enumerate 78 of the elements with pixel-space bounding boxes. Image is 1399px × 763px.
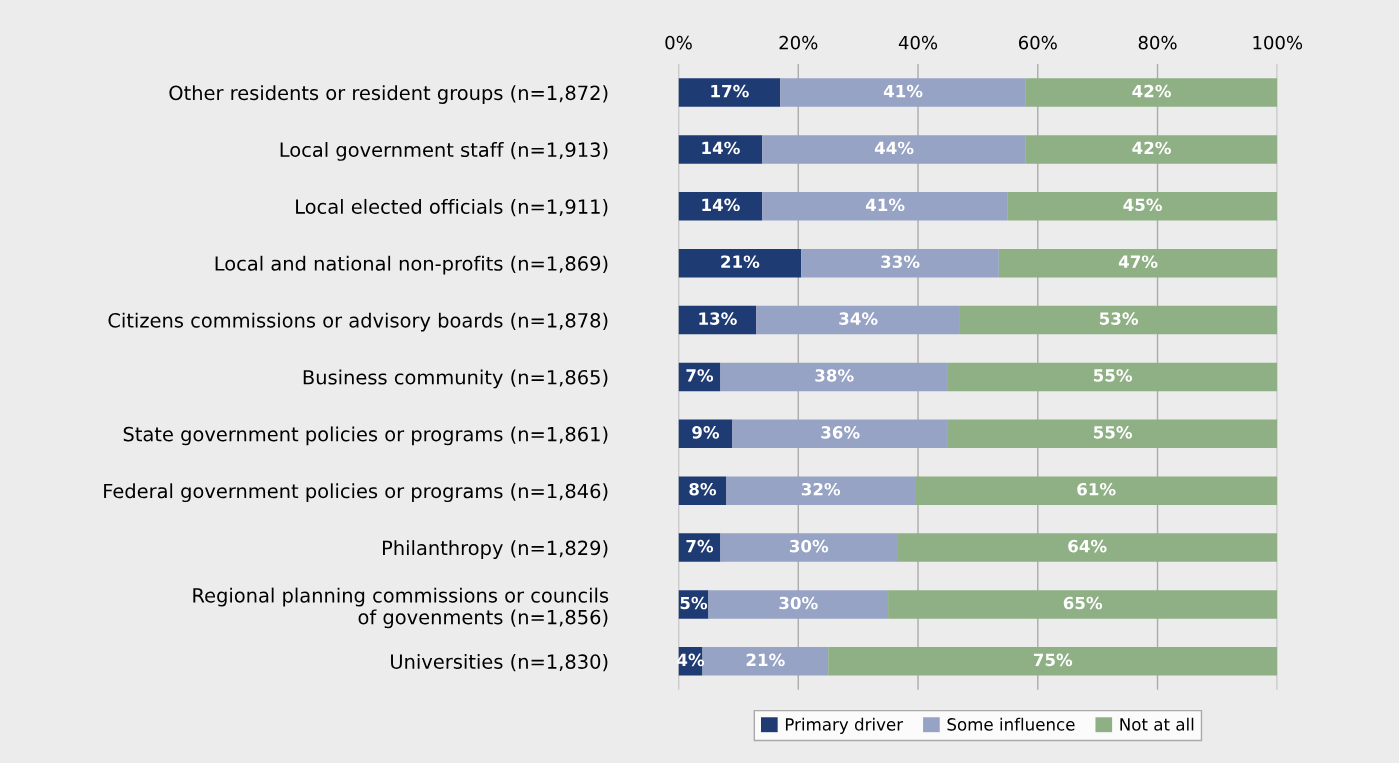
bar xyxy=(947,362,1278,392)
data-label: 8% xyxy=(689,482,717,496)
bar xyxy=(720,533,898,562)
data-label: 65% xyxy=(1063,596,1103,610)
bar xyxy=(959,305,1278,335)
bar xyxy=(1025,135,1278,164)
data-label: 32% xyxy=(801,482,841,496)
y-tick-label: Universities (n=1,830) xyxy=(391,653,608,672)
y-tick-label: Local elected officials (n=1,911) xyxy=(296,198,608,217)
y-tick-label: Local government staff (n=1,913) xyxy=(280,142,608,161)
bar xyxy=(702,647,829,676)
legend-label: Some influence xyxy=(947,717,1075,731)
data-label: 64% xyxy=(1068,539,1107,553)
legend-label: Primary driver xyxy=(785,717,904,734)
data-label: 7% xyxy=(686,369,714,382)
bar xyxy=(801,248,999,278)
bar xyxy=(828,647,1278,676)
bar xyxy=(762,192,1008,221)
x-tick-label: 60% xyxy=(1018,35,1057,50)
bar xyxy=(726,476,916,505)
y-tick-label: Philanthropy (n=1,829) xyxy=(383,540,608,559)
bar xyxy=(756,305,960,335)
bar xyxy=(762,135,1026,164)
data-label: 5% xyxy=(680,596,708,610)
data-label: 53% xyxy=(1099,312,1139,325)
bar xyxy=(678,78,781,107)
data-label: 42% xyxy=(1132,141,1171,155)
bar xyxy=(780,78,1026,107)
data-label: 14% xyxy=(702,198,740,212)
data-label: 17% xyxy=(711,84,749,98)
data-label: 30% xyxy=(779,596,818,610)
y-tick-label: Regional planning commissions or councils of govenments (n=1,856) xyxy=(193,587,609,629)
data-label: 44% xyxy=(874,141,914,155)
bar xyxy=(888,590,1278,619)
data-label: 55% xyxy=(1093,426,1133,439)
data-label: 13% xyxy=(699,312,737,325)
x-tick-label: 0% xyxy=(665,35,692,50)
y-tick-label: Local and national non-profits (n=1,869) xyxy=(215,255,608,275)
x-tick-label: 100% xyxy=(1253,35,1303,50)
bar xyxy=(915,476,1278,505)
data-label: 9% xyxy=(692,426,720,439)
x-tick-label: 40% xyxy=(898,35,938,50)
y-tick-label: Federal government policies or programs (n=1,846) xyxy=(104,483,608,503)
bar xyxy=(947,419,1278,449)
y-tick-label: Citizens commissions or advisory boards (n=1,878) xyxy=(108,312,608,332)
data-label: 14% xyxy=(702,141,740,155)
data-label: 47% xyxy=(1118,255,1158,268)
data-label: 45% xyxy=(1123,198,1162,212)
y-tick-label: State government policies or programs (n=1,861) xyxy=(123,426,608,446)
bar xyxy=(678,248,802,278)
x-tick-label: 20% xyxy=(779,35,818,50)
y-tick-label: Business community (n=1,865) xyxy=(303,369,608,389)
data-label: 55% xyxy=(1093,369,1133,382)
data-label: 75% xyxy=(1033,653,1073,667)
data-label: 7% xyxy=(686,539,714,553)
data-label: 33% xyxy=(881,255,920,268)
bar xyxy=(897,533,1278,562)
data-label: 21% xyxy=(746,653,785,667)
data-label: 41% xyxy=(865,198,905,212)
x-tick-label: 80% xyxy=(1138,35,1177,50)
bar xyxy=(678,192,763,221)
bar xyxy=(720,362,948,392)
data-label: 38% xyxy=(815,369,854,382)
data-label: 34% xyxy=(839,312,878,325)
bar xyxy=(708,590,889,619)
bar xyxy=(1007,192,1278,221)
bar xyxy=(678,135,763,164)
bar xyxy=(998,248,1278,278)
legend-label: Not at all xyxy=(1120,717,1194,731)
data-label: 41% xyxy=(883,84,923,98)
data-label: 30% xyxy=(789,539,829,553)
y-tick-label: Other residents or resident groups (n=1,872) xyxy=(169,85,608,104)
data-label: 42% xyxy=(1132,84,1171,98)
bar xyxy=(732,419,948,449)
data-label: 36% xyxy=(821,426,860,439)
bar xyxy=(1025,78,1278,107)
data-label: 61% xyxy=(1077,482,1116,496)
data-label: 21% xyxy=(721,255,760,268)
